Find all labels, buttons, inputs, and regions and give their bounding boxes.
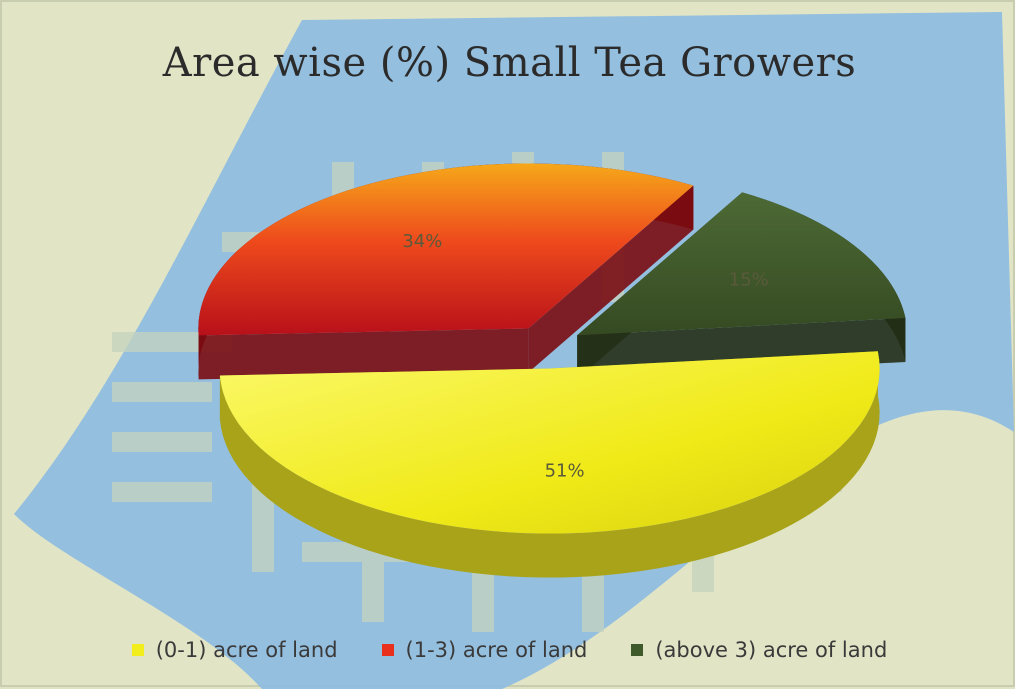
legend-label: (above 3) acre of land (655, 638, 888, 662)
legend-item-0-1-acre: (0-1) acre of land (131, 638, 338, 662)
pie-group: 34% 15% 51% (198, 163, 906, 578)
slice-1-3-acre: 34% (198, 163, 694, 380)
chart-title: Area wise (%) Small Tea Growers (162, 40, 857, 86)
legend-swatch-yellow (131, 644, 144, 656)
slice-data-label: 15% (729, 270, 769, 291)
slice-top (577, 192, 906, 336)
slice-data-label: 51% (545, 461, 585, 482)
legend-swatch-green (631, 644, 644, 656)
slice-0-1-acre: 51% (219, 351, 880, 578)
legend-label: (1-3) acre of land (405, 638, 588, 662)
slice-top (198, 163, 694, 336)
legend-label: (0-1) acre of land (155, 638, 338, 662)
legend-swatch-red (381, 644, 394, 656)
slice-side (219, 351, 880, 578)
legend-item-above-3-acre: (above 3) acre of land (631, 638, 887, 662)
slice-cut-face (198, 328, 529, 380)
legend: (0-1) acre of land (1-3) acre of land (a… (2, 638, 1015, 662)
legend-item-1-3-acre: (1-3) acre of land (381, 638, 588, 662)
slice-data-label: 34% (402, 231, 442, 252)
slice-cut-face (528, 185, 694, 373)
slice-top (219, 351, 880, 534)
